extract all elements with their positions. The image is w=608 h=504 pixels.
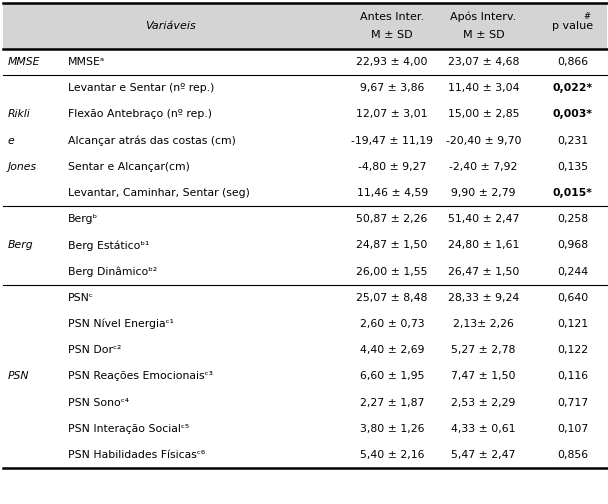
Bar	[3, 3, 607, 49]
Text: Após Interv.: Após Interv.	[451, 12, 516, 22]
Text: 5,40 ± 2,16: 5,40 ± 2,16	[360, 450, 424, 460]
Text: 0,135: 0,135	[557, 162, 589, 172]
Text: 7,47 ± 1,50: 7,47 ± 1,50	[451, 371, 516, 382]
Text: p value: p value	[552, 21, 593, 31]
Text: 11,46 ± 4,59: 11,46 ± 4,59	[356, 188, 428, 198]
Text: 24,80 ± 1,61: 24,80 ± 1,61	[447, 240, 519, 250]
Text: -4,80 ± 9,27: -4,80 ± 9,27	[358, 162, 426, 172]
Text: PSN Interação Socialᶜ⁵: PSN Interação Socialᶜ⁵	[68, 424, 189, 434]
Text: Alcançar atrás das costas (cm): Alcançar atrás das costas (cm)	[68, 136, 236, 146]
Text: Levantar e Sentar (nº rep.): Levantar e Sentar (nº rep.)	[68, 83, 215, 93]
Text: 26,00 ± 1,55: 26,00 ± 1,55	[356, 267, 428, 277]
Text: 0,116: 0,116	[557, 371, 589, 382]
Text: PSN: PSN	[8, 371, 29, 382]
Text: 23,07 ± 4,68: 23,07 ± 4,68	[447, 57, 519, 67]
Text: 0,968: 0,968	[557, 240, 589, 250]
Text: 0,107: 0,107	[557, 424, 589, 434]
Text: 9,67 ± 3,86: 9,67 ± 3,86	[360, 83, 424, 93]
Text: Bergᵇ: Bergᵇ	[68, 214, 98, 224]
Text: e: e	[8, 136, 15, 146]
Text: 0,866: 0,866	[557, 57, 589, 67]
Text: Variáveis: Variáveis	[145, 21, 196, 31]
Text: 0,122: 0,122	[557, 345, 589, 355]
Text: 12,07 ± 3,01: 12,07 ± 3,01	[356, 109, 428, 119]
Text: 15,00 ± 2,85: 15,00 ± 2,85	[447, 109, 519, 119]
Text: PSN Dorᶜ²: PSN Dorᶜ²	[68, 345, 122, 355]
Text: 0,231: 0,231	[557, 136, 589, 146]
Text: Flexão Antebraço (nº rep.): Flexão Antebraço (nº rep.)	[68, 109, 212, 119]
Text: 5,27 ± 2,78: 5,27 ± 2,78	[451, 345, 516, 355]
Text: 25,07 ± 8,48: 25,07 ± 8,48	[356, 293, 428, 303]
Text: 0,015*: 0,015*	[553, 188, 593, 198]
Text: 9,90 ± 2,79: 9,90 ± 2,79	[451, 188, 516, 198]
Text: 0,244: 0,244	[557, 267, 589, 277]
Text: 24,87 ± 1,50: 24,87 ± 1,50	[356, 240, 428, 250]
Text: 26,47 ± 1,50: 26,47 ± 1,50	[447, 267, 519, 277]
Text: M ± SD: M ± SD	[371, 30, 413, 40]
Text: 4,33 ± 0,61: 4,33 ± 0,61	[451, 424, 516, 434]
Text: 0,856: 0,856	[557, 450, 589, 460]
Text: PSN Habilidades Físicasᶜ⁶: PSN Habilidades Físicasᶜ⁶	[68, 450, 206, 460]
Text: 51,40 ± 2,47: 51,40 ± 2,47	[447, 214, 519, 224]
Text: 0,717: 0,717	[557, 398, 589, 408]
Text: 4,40 ± 2,69: 4,40 ± 2,69	[360, 345, 424, 355]
Text: 0,121: 0,121	[557, 319, 589, 329]
Text: Rikli: Rikli	[8, 109, 30, 119]
Text: 50,87 ± 2,26: 50,87 ± 2,26	[356, 214, 428, 224]
Text: 2,13± 2,26: 2,13± 2,26	[453, 319, 514, 329]
Text: Berg: Berg	[8, 240, 33, 250]
Text: Antes Inter.: Antes Inter.	[360, 12, 424, 22]
Text: 0,022*: 0,022*	[553, 83, 593, 93]
Text: 2,27 ± 1,87: 2,27 ± 1,87	[360, 398, 424, 408]
Text: Berg Dinâmicoᵇ²: Berg Dinâmicoᵇ²	[68, 267, 157, 277]
Text: MMSEᵃ: MMSEᵃ	[68, 57, 105, 67]
Text: 5,47 ± 2,47: 5,47 ± 2,47	[451, 450, 516, 460]
Text: MMSE: MMSE	[8, 57, 40, 67]
Text: M ± SD: M ± SD	[463, 30, 504, 40]
Text: 28,33 ± 9,24: 28,33 ± 9,24	[447, 293, 519, 303]
Text: -2,40 ± 7,92: -2,40 ± 7,92	[449, 162, 517, 172]
Text: Sentar e Alcançar(cm): Sentar e Alcançar(cm)	[68, 162, 190, 172]
Text: 22,93 ± 4,00: 22,93 ± 4,00	[356, 57, 428, 67]
Text: 11,40 ± 3,04: 11,40 ± 3,04	[447, 83, 519, 93]
Text: Jones: Jones	[8, 162, 37, 172]
Text: 0,258: 0,258	[557, 214, 589, 224]
Text: 0,003*: 0,003*	[553, 109, 593, 119]
Text: PSNᶜ: PSNᶜ	[68, 293, 94, 303]
Text: PSN Nível Energiaᶜ¹: PSN Nível Energiaᶜ¹	[68, 319, 174, 329]
Text: PSN Sonoᶜ⁴: PSN Sonoᶜ⁴	[68, 398, 130, 408]
Text: Berg Estáticoᵇ¹: Berg Estáticoᵇ¹	[68, 240, 150, 250]
Text: -20,40 ± 9,70: -20,40 ± 9,70	[446, 136, 521, 146]
Text: 2,53 ± 2,29: 2,53 ± 2,29	[451, 398, 516, 408]
Text: -19,47 ± 11,19: -19,47 ± 11,19	[351, 136, 433, 146]
Text: Levantar, Caminhar, Sentar (seg): Levantar, Caminhar, Sentar (seg)	[68, 188, 250, 198]
Text: 3,80 ± 1,26: 3,80 ± 1,26	[360, 424, 424, 434]
Text: PSN Reações Emocionaisᶜ³: PSN Reações Emocionaisᶜ³	[68, 371, 213, 382]
Text: 2,60 ± 0,73: 2,60 ± 0,73	[360, 319, 424, 329]
Text: 6,60 ± 1,95: 6,60 ± 1,95	[360, 371, 424, 382]
Text: #: #	[584, 12, 591, 21]
Text: 0,640: 0,640	[557, 293, 589, 303]
